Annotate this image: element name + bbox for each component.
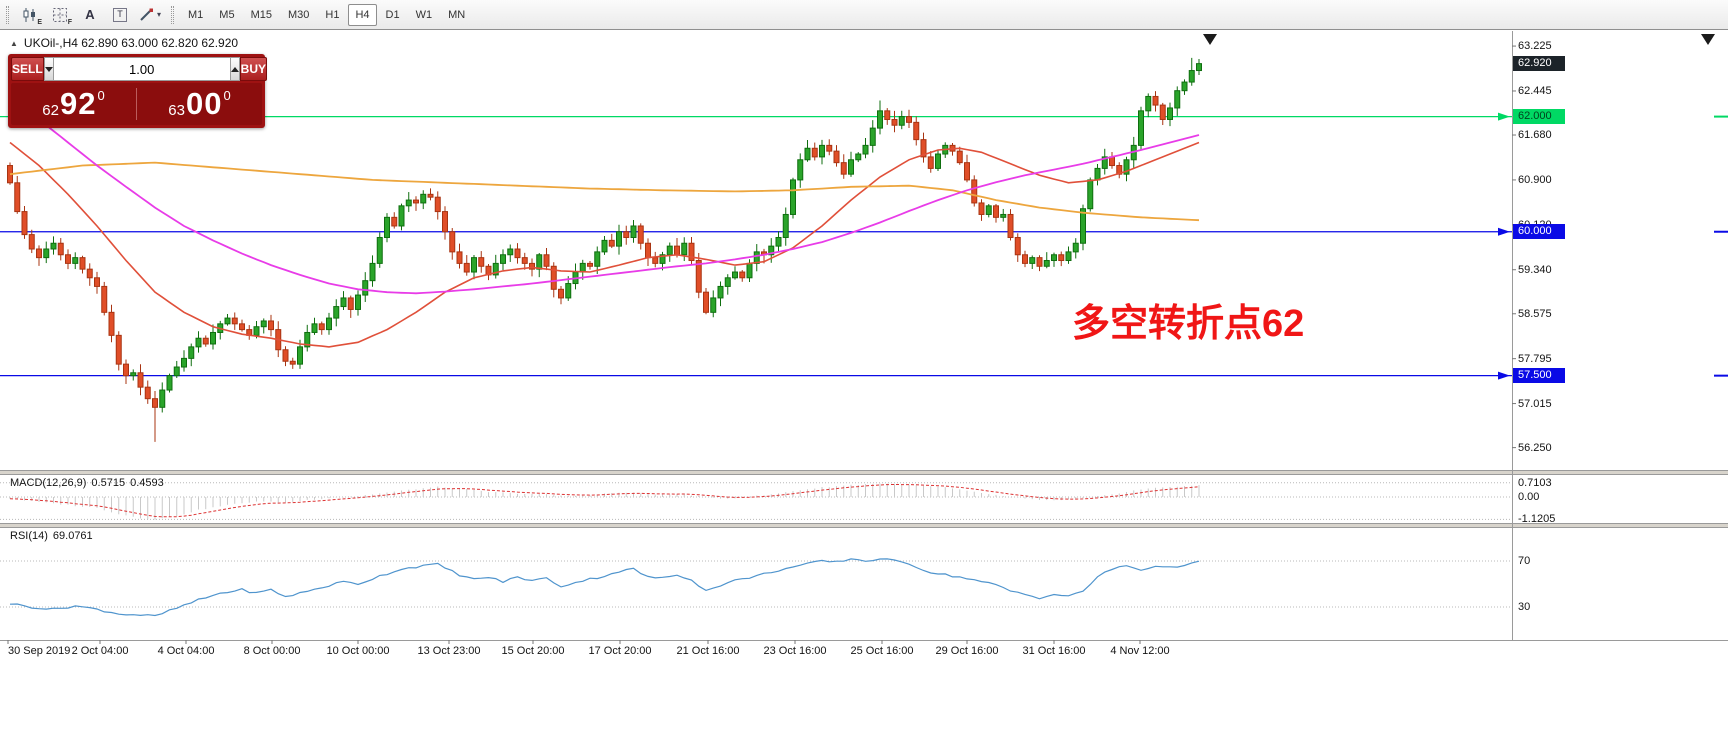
hline-price-label-57.500[interactable]: 57.500: [1513, 368, 1565, 384]
drawing-tools-icon[interactable]: ▾: [136, 3, 164, 27]
price-divider: [136, 88, 137, 120]
macd-signal-value: 0.4593: [130, 477, 164, 489]
timeframe-mn-button[interactable]: MN: [441, 4, 472, 26]
price-tick-57.795: 57.795: [1518, 352, 1552, 365]
time-tick: 29 Oct 16:00: [935, 645, 999, 657]
price-tick-56.250: 56.250: [1518, 441, 1552, 454]
rsi-axis-30: 30: [1518, 601, 1531, 613]
timeframe-d1-button[interactable]: D1: [379, 4, 407, 26]
timeframe-h1-button[interactable]: H1: [318, 4, 346, 26]
timeframe-m15-button[interactable]: M15: [244, 4, 279, 26]
time-tick: 21 Oct 16:00: [676, 645, 740, 657]
sell-price-pips: 92: [59, 86, 97, 121]
time-tick: 4 Nov 12:00: [1110, 645, 1170, 657]
timeframe-drag-handle[interactable]: [171, 5, 174, 24]
time-tick: 8 Oct 00:00: [243, 645, 301, 657]
chart-title-text: UKOil-,H4 62.890 63.000 62.820 62.920: [23, 36, 239, 50]
candlestick-series: [7, 57, 1202, 442]
macd-histogram: [9, 483, 1200, 520]
caret-down-icon: [44, 66, 53, 72]
volume-decrease-button[interactable]: [43, 57, 54, 81]
main-toolbar: E F A T ▾ M1 M5 M15 M30 H1 H4 D1 W1 MN: [0, 0, 1728, 30]
time-tick: 13 Oct 23:00: [417, 645, 481, 657]
rsi-line: [9, 558, 1200, 617]
volume-input[interactable]: [53, 57, 230, 81]
price-tick-58.575: 58.575: [1518, 307, 1552, 320]
macd-signal-line: [9, 483, 1200, 518]
macd-indicator-label: MACD(12,26,9) 0.5715 0.4593: [10, 477, 169, 489]
grid-icon[interactable]: F: [46, 3, 74, 27]
price-tick-61.680: 61.680: [1518, 129, 1552, 142]
price-tick-57.015: 57.015: [1518, 397, 1552, 410]
time-tick: 30 Sep 2019: [8, 645, 71, 657]
ma-orange-line: [9, 161, 1200, 222]
pane-splitter-macd[interactable]: [0, 470, 1728, 475]
time-tick: 2 Oct 04:00: [71, 645, 129, 657]
hline-price-label-62.000[interactable]: 62.000: [1513, 109, 1565, 125]
price-tick-62.445: 62.445: [1518, 84, 1552, 97]
sell-price-display[interactable]: 62 92 0: [11, 83, 136, 125]
pane-splitter-rsi[interactable]: [0, 523, 1728, 528]
time-tick: 23 Oct 16:00: [763, 645, 827, 657]
ma-magenta-line: [9, 95, 1200, 295]
one-click-trading-panel: SELL BUY 62 92 0 63 00 0: [8, 54, 268, 128]
chart-header: ▲ UKOil-,H4 62.890 63.000 62.820 62.920: [10, 36, 238, 50]
trade-price-row: 62 92 0 63 00 0: [11, 83, 262, 125]
price-tick-59.340: 59.340: [1518, 263, 1552, 276]
time-tick: 31 Oct 16:00: [1022, 645, 1086, 657]
current-price-label[interactable]: 62.920: [1513, 56, 1565, 72]
price-tick-63.225: 63.225: [1518, 40, 1552, 53]
rsi-name: RSI(14): [10, 530, 48, 542]
timeframe-m30-button[interactable]: M30: [281, 4, 316, 26]
time-tick: 4 Oct 04:00: [157, 645, 215, 657]
chart-type-icon[interactable]: E: [16, 3, 44, 27]
time-tick: 15 Oct 20:00: [501, 645, 565, 657]
chart-shift-marker-icon[interactable]: [1203, 34, 1217, 45]
buy-price-pips: 00: [185, 86, 223, 121]
hline-price-label-60.000[interactable]: 60.000: [1513, 224, 1565, 240]
macd-name: MACD(12,26,9): [10, 477, 87, 489]
macd-axis-0.7103: 0.7103: [1518, 476, 1552, 489]
line-arrow-icon: [1498, 112, 1510, 121]
time-tick: 17 Oct 20:00: [588, 645, 652, 657]
sell-button[interactable]: SELL: [11, 57, 44, 81]
timeframe-h4-button[interactable]: H4: [348, 3, 377, 26]
price-tick-60.900: 60.900: [1518, 173, 1552, 186]
scale-corner-marker-icon[interactable]: [1701, 34, 1715, 45]
tool-button-group: E F A T ▾: [15, 3, 165, 27]
rsi-value: 69.0761: [52, 530, 93, 542]
buy-price-whole: 63: [168, 102, 185, 119]
buy-button[interactable]: BUY: [239, 57, 268, 81]
sell-price-point: 0: [97, 88, 105, 103]
caret-up-icon: [230, 66, 239, 72]
one-click-panel-toggle-icon[interactable]: ▲: [10, 38, 18, 48]
macd-axis-0.00: 0.00: [1518, 491, 1540, 503]
time-tick: 25 Oct 16:00: [850, 645, 914, 657]
chevron-down-icon: ▾: [156, 10, 161, 19]
timeframe-m5-button[interactable]: M5: [212, 4, 241, 26]
volume-increase-button[interactable]: [229, 57, 240, 81]
macd-axis--1.1205: -1.1205: [1518, 513, 1556, 526]
rsi-axis-70: 70: [1518, 555, 1531, 567]
buy-price-display[interactable]: 63 00 0: [137, 83, 262, 125]
line-arrow-icon: [1498, 227, 1510, 236]
buy-price-point: 0: [223, 88, 231, 103]
time-tick: 10 Oct 00:00: [326, 645, 390, 657]
chart-text-annotation[interactable]: 多空转折点62: [1072, 303, 1305, 345]
timeframe-m1-button[interactable]: M1: [181, 4, 210, 26]
sell-price-whole: 62: [42, 102, 59, 119]
text-label-icon[interactable]: A: [76, 3, 104, 27]
trade-controls-row: SELL BUY: [11, 57, 268, 81]
ma-red-line: [9, 141, 1200, 348]
rsi-indicator-label: RSI(14) 69.0761: [10, 530, 98, 542]
timeframe-button-group: M1 M5 M15 M30 H1 H4 D1 W1 MN: [180, 3, 473, 26]
line-arrow-icon: [1498, 371, 1510, 380]
text-box-icon[interactable]: T: [106, 3, 134, 27]
toolbar-drag-handle[interactable]: [6, 5, 9, 24]
macd-main-value: 0.5715: [91, 477, 126, 489]
timeframe-w1-button[interactable]: W1: [409, 4, 440, 26]
